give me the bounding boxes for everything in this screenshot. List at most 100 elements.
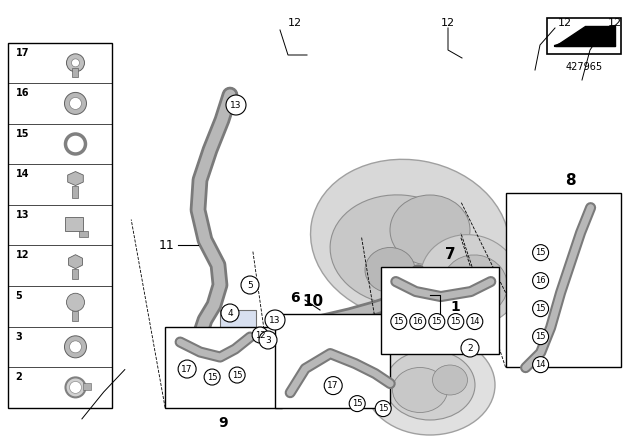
- Text: 8: 8: [565, 172, 576, 188]
- Ellipse shape: [443, 255, 508, 315]
- Bar: [275, 314, 390, 408]
- Text: 15: 15: [352, 399, 362, 408]
- Ellipse shape: [390, 195, 470, 265]
- Text: 15: 15: [394, 317, 404, 326]
- Text: 2: 2: [467, 344, 473, 353]
- Text: 10: 10: [302, 293, 323, 309]
- Text: 1: 1: [450, 300, 460, 314]
- Text: 17: 17: [181, 365, 193, 374]
- Circle shape: [532, 245, 548, 261]
- Bar: [506, 193, 621, 367]
- Text: 11: 11: [159, 238, 175, 251]
- Circle shape: [349, 396, 365, 412]
- Bar: [79, 231, 88, 237]
- Circle shape: [65, 336, 86, 358]
- Circle shape: [204, 369, 220, 385]
- Text: 7: 7: [445, 246, 455, 262]
- Ellipse shape: [310, 159, 509, 321]
- Text: 14: 14: [535, 360, 546, 369]
- Polygon shape: [68, 255, 83, 269]
- Circle shape: [226, 95, 246, 115]
- Circle shape: [259, 331, 277, 349]
- Circle shape: [178, 360, 196, 378]
- Circle shape: [65, 134, 86, 154]
- Text: 15: 15: [232, 370, 243, 379]
- Text: 14: 14: [470, 317, 480, 326]
- Text: 17: 17: [328, 381, 339, 390]
- Circle shape: [448, 314, 464, 330]
- Text: 3: 3: [265, 336, 271, 345]
- Text: 12: 12: [608, 18, 622, 28]
- Text: 15: 15: [535, 332, 546, 341]
- Text: 4: 4: [227, 309, 233, 318]
- Text: 15: 15: [378, 404, 388, 413]
- Text: 6: 6: [290, 291, 300, 305]
- Text: 5: 5: [247, 280, 253, 289]
- Text: 12: 12: [15, 250, 29, 260]
- Circle shape: [375, 401, 391, 417]
- Bar: [381, 267, 499, 354]
- Text: 15: 15: [15, 129, 29, 139]
- Circle shape: [241, 276, 259, 294]
- Circle shape: [429, 314, 445, 330]
- Ellipse shape: [420, 235, 520, 325]
- Circle shape: [467, 314, 483, 330]
- Ellipse shape: [385, 350, 475, 420]
- Circle shape: [265, 310, 285, 330]
- Bar: [165, 327, 282, 408]
- Text: 2: 2: [15, 372, 22, 382]
- Text: 5: 5: [15, 291, 22, 301]
- Bar: [72, 185, 79, 198]
- Ellipse shape: [392, 367, 447, 413]
- Text: 15: 15: [207, 373, 218, 382]
- Circle shape: [229, 367, 245, 383]
- Bar: [65, 217, 83, 231]
- Bar: [220, 310, 256, 355]
- Bar: [83, 383, 92, 390]
- Text: 16: 16: [15, 88, 29, 98]
- Polygon shape: [68, 172, 83, 185]
- Text: 13: 13: [230, 100, 242, 109]
- Circle shape: [532, 329, 548, 345]
- Circle shape: [391, 314, 407, 330]
- Text: 15: 15: [431, 317, 442, 326]
- Circle shape: [67, 293, 84, 311]
- Circle shape: [65, 377, 86, 397]
- Text: 3: 3: [15, 332, 22, 341]
- Bar: [72, 311, 79, 321]
- Circle shape: [221, 304, 239, 322]
- Circle shape: [252, 327, 268, 343]
- Text: 16: 16: [535, 276, 546, 285]
- Text: 15: 15: [451, 317, 461, 326]
- Text: 15: 15: [535, 248, 546, 257]
- Text: 13: 13: [269, 315, 281, 324]
- Circle shape: [532, 301, 548, 317]
- Circle shape: [70, 341, 81, 353]
- Circle shape: [72, 59, 79, 67]
- Text: 14: 14: [15, 169, 29, 179]
- Circle shape: [67, 54, 84, 72]
- Text: 16: 16: [413, 317, 423, 326]
- Polygon shape: [556, 26, 615, 46]
- Text: 12: 12: [558, 18, 572, 28]
- Circle shape: [410, 314, 426, 330]
- Circle shape: [324, 377, 342, 395]
- Circle shape: [70, 97, 81, 109]
- Circle shape: [461, 339, 479, 357]
- Circle shape: [65, 92, 86, 114]
- Ellipse shape: [433, 365, 467, 395]
- Bar: [226, 353, 250, 365]
- Ellipse shape: [365, 247, 415, 293]
- Text: 17: 17: [15, 47, 29, 57]
- Text: 12: 12: [255, 331, 266, 340]
- Text: 9: 9: [218, 416, 228, 430]
- Bar: [8, 43, 112, 408]
- Bar: [72, 68, 79, 77]
- Text: 12: 12: [288, 18, 302, 28]
- Circle shape: [532, 357, 548, 373]
- Text: 427965: 427965: [565, 62, 603, 72]
- Text: 13: 13: [15, 210, 29, 220]
- Bar: [547, 18, 621, 54]
- Text: 15: 15: [535, 304, 546, 313]
- Ellipse shape: [330, 195, 470, 305]
